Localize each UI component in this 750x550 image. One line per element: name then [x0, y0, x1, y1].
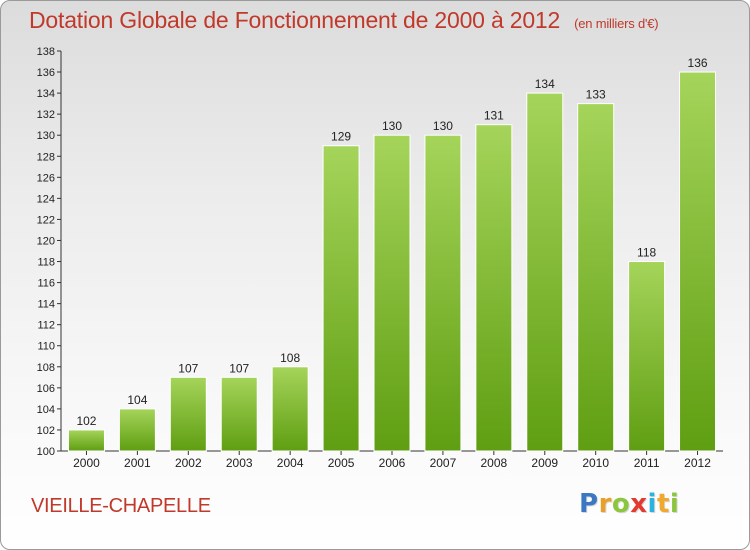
y-tick-label: 138 — [37, 46, 55, 58]
y-tick-label: 136 — [37, 67, 55, 79]
bar-value-label: 102 — [76, 414, 96, 428]
bar — [577, 103, 615, 452]
y-tick-label: 104 — [37, 404, 55, 416]
bar-value-label: 130 — [433, 119, 453, 133]
bar — [679, 71, 717, 452]
x-tick-label: 2011 — [634, 456, 660, 470]
x-tick-label: 2004 — [277, 456, 304, 470]
bar-value-label: 129 — [331, 130, 351, 144]
bar — [628, 261, 666, 452]
bar-value-label: 118 — [637, 246, 656, 260]
y-tick-label: 122 — [37, 214, 55, 226]
logo-letter: t — [656, 489, 670, 519]
y-tick-label: 108 — [37, 362, 55, 374]
y-tick-label: 130 — [37, 130, 55, 142]
x-tick-label: 2009 — [531, 456, 558, 470]
chart-title-text: Dotation Globale de Fonctionnement de 20… — [29, 7, 561, 33]
y-tick-label: 106 — [37, 383, 55, 395]
bar-value-label: 134 — [535, 77, 555, 91]
logo-letter: o — [611, 489, 631, 519]
y-tick-label: 126 — [37, 172, 55, 184]
bar-value-label: 107 — [229, 361, 249, 375]
bar-value-label: 136 — [688, 56, 708, 70]
bar — [271, 366, 309, 452]
chart-subtitle: (en milliers d'€) — [574, 16, 659, 31]
y-tick-label: 132 — [37, 109, 55, 121]
bar-value-label: 131 — [484, 109, 504, 123]
y-tick-label: 114 — [37, 299, 55, 311]
bar-value-label: 108 — [280, 351, 300, 365]
bar-value-label: 104 — [127, 393, 147, 407]
logo-letter: P — [579, 489, 599, 519]
y-tick-label: 112 — [37, 320, 55, 332]
bar-value-label: 107 — [178, 361, 198, 375]
bar — [67, 429, 105, 452]
x-tick-label: 2006 — [379, 456, 406, 470]
proxiti-logo: Proxiti — [579, 489, 679, 519]
x-tick-label: 2008 — [480, 456, 507, 470]
logo-letter: r — [598, 489, 612, 519]
y-tick-label: 100 — [37, 446, 55, 458]
bar — [169, 376, 207, 452]
bar — [373, 134, 411, 452]
bar — [526, 92, 564, 452]
x-tick-label: 2003 — [226, 456, 253, 470]
bar — [220, 376, 258, 452]
chart-title: Dotation Globale de Fonctionnement de 20… — [29, 7, 659, 34]
logo-letter: i — [669, 489, 680, 519]
logo-letter: x — [630, 489, 648, 519]
x-tick-label: 2001 — [124, 456, 151, 470]
x-tick-label: 2012 — [684, 456, 711, 470]
bar-value-label: 130 — [382, 119, 402, 133]
y-tick-label: 120 — [37, 235, 55, 247]
logo-letter: i — [647, 489, 657, 519]
y-tick-label: 116 — [37, 278, 55, 290]
bar — [475, 124, 513, 452]
bar — [322, 145, 360, 452]
x-tick-label: 2007 — [430, 456, 457, 470]
place-name: VIEILLE-CHAPELLE — [31, 495, 211, 517]
y-tick-label: 124 — [37, 193, 55, 205]
y-tick-label: 128 — [37, 151, 55, 163]
x-tick-label: 2005 — [328, 456, 355, 470]
x-tick-label: 2002 — [175, 456, 202, 470]
bar — [118, 408, 156, 452]
y-tick-label: 102 — [37, 425, 55, 437]
bar-value-label: 133 — [586, 88, 606, 102]
bar — [424, 134, 462, 452]
x-tick-label: 2000 — [73, 456, 100, 470]
y-tick-label: 110 — [37, 341, 55, 353]
y-tick-label: 134 — [37, 88, 55, 100]
x-tick-label: 2010 — [582, 456, 609, 470]
y-tick-label: 118 — [37, 257, 55, 269]
